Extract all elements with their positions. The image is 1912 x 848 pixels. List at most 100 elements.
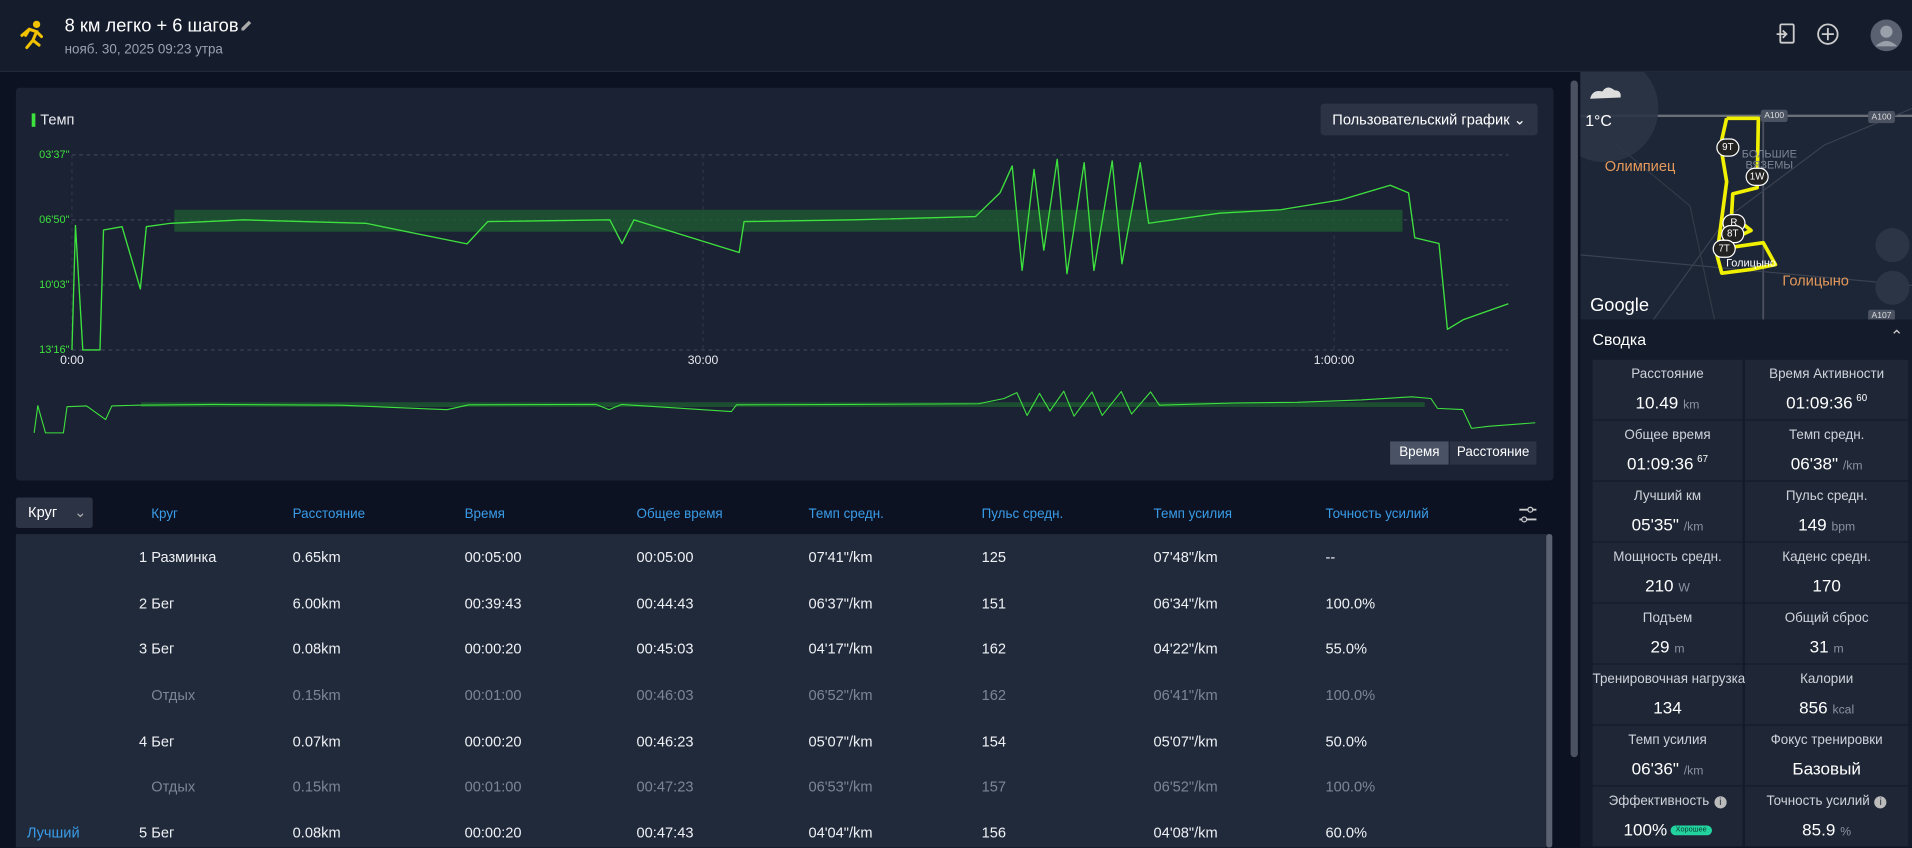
lap-cell: 0.08km: [292, 640, 341, 658]
export-icon[interactable]: [1775, 22, 1799, 46]
lap-cell: 1 Разминка: [139, 548, 217, 566]
map-label: Голицыно: [1726, 257, 1776, 269]
x-tick-label: 0:00: [60, 353, 84, 367]
summary-value: 01:09:36 60: [1745, 393, 1908, 413]
marker-label: 8T: [1727, 229, 1738, 240]
edit-icon[interactable]: [239, 18, 254, 33]
map[interactable]: 1°CОлимпиецБОЛЬШИЕВЯЗЕМЫГолицыноГолицыно…: [1580, 71, 1912, 320]
lap-cell: 07'41"/km: [808, 548, 873, 566]
lap-cell: 00:00:20: [464, 824, 522, 842]
share-icon[interactable]: [1816, 22, 1840, 46]
map-label: БОЛЬШИЕ: [1742, 149, 1797, 161]
value-text: 01:09:36: [1627, 453, 1694, 474]
collapse-icon[interactable]: ⌃: [1890, 326, 1904, 346]
summary-cell: Точность усилий i 85.9%: [1744, 786, 1909, 848]
label-text: Время Активности: [1769, 367, 1885, 382]
summary-label: Фокус тренировки: [1745, 733, 1908, 748]
summary-label: Общее время: [1593, 428, 1743, 443]
lap-cell: 06'53"/km: [808, 778, 873, 796]
road: [1616, 144, 1716, 320]
marker-label: 7T: [1719, 243, 1730, 254]
avatar[interactable]: [1869, 18, 1903, 52]
overview-line: [33, 390, 1536, 434]
lap-cell: 04'04"/km: [808, 824, 873, 842]
summary-label: Темп средн.: [1745, 428, 1908, 443]
filter-icon[interactable]: [1518, 506, 1538, 523]
road-badge: [1760, 109, 1788, 122]
summary-label: Темп усилия: [1593, 733, 1743, 748]
map-label: A100: [1764, 110, 1784, 120]
lap-cell: 06'41"/km: [1153, 686, 1218, 704]
value-text: 170: [1812, 575, 1841, 596]
lap-cell: 162: [981, 640, 1007, 658]
button-label: Пользовательский график: [1332, 110, 1510, 129]
label-text: Тренировочная нагрузка: [1592, 671, 1746, 687]
lap-cell: 0.65km: [292, 548, 341, 566]
label-text: Каденс средн.: [1782, 549, 1871, 565]
custom-chart-button[interactable]: Пользовательский график ⌄: [1320, 103, 1538, 136]
summary-label: Каденс средн.: [1745, 550, 1908, 565]
toggle-button[interactable]: Расстояние: [1449, 441, 1537, 465]
marker-label: 1W: [1750, 171, 1765, 182]
value-text: 85.9: [1802, 819, 1836, 839]
label-text: Подъем: [1642, 610, 1693, 626]
lap-cell: 00:45:03: [636, 640, 694, 658]
lap-cell: 4 Бег: [139, 732, 175, 750]
column-header: Пульс средн.: [981, 507, 1064, 522]
summary-value: 149 bpm: [1745, 515, 1908, 535]
run-icon: [20, 20, 43, 50]
value-text: 31: [1809, 636, 1829, 657]
summary-label: Калории: [1745, 672, 1908, 687]
label-text: Эффективность: [1608, 793, 1710, 809]
summary-value: Базовый: [1745, 758, 1908, 778]
lap-cell: 00:46:03: [636, 686, 694, 704]
lap-cell: 00:47:43: [636, 824, 694, 842]
lap-cell: 00:05:00: [464, 548, 522, 566]
label-text: Общий сброс: [1784, 610, 1869, 626]
pace-chart: 03'37" 06'50" 10'03" 13'16"0:00 30:00 1:00:00: [33, 149, 1536, 434]
summary-cell: Эффективность i 100% Хорошее: [1592, 786, 1743, 848]
lap-cell: 06'34"/km: [1153, 594, 1218, 612]
lap-cell: 00:47:23: [636, 778, 694, 796]
x-tick-label: 30:00: [688, 353, 719, 367]
summary-cell: Время Активности 01:09:36 60: [1744, 359, 1909, 421]
summary-title: Сводка: [1592, 330, 1647, 349]
toggle-button[interactable]: Время: [1390, 441, 1449, 465]
value-text: 100%: [1623, 819, 1668, 839]
label-text: Фокус тренировки: [1770, 732, 1883, 748]
lap-cell: 55.0%: [1325, 640, 1367, 658]
top-bar: [0, 0, 1912, 72]
knob: [1521, 516, 1528, 523]
lap-cell: 60.0%: [1325, 824, 1367, 842]
lap-cell: 04'08"/km: [1153, 824, 1218, 842]
value-unit: m: [1674, 642, 1685, 657]
value-unit: m: [1833, 642, 1844, 657]
summary-label: Общий сброс: [1745, 611, 1908, 626]
summary-cell: Общий сброс 31 m: [1744, 603, 1909, 665]
summary-value: 856 kcal: [1745, 697, 1908, 717]
summary-cell: Пульс средн. 149 bpm: [1744, 481, 1909, 543]
value-unit: bpm: [1831, 520, 1856, 535]
lap-dropdown[interactable]: Круг ⌄: [15, 497, 93, 528]
lap-cell: 05'07"/km: [1153, 732, 1218, 750]
summary-cell: Общее время 01:09:36 67: [1592, 420, 1743, 482]
column-header: Темп усилия: [1153, 507, 1233, 522]
lap-cell: 00:00:20: [464, 732, 522, 750]
label-text: Лучший км: [1633, 488, 1702, 504]
layers-button: [1875, 270, 1910, 305]
info-icon: i: [1714, 796, 1727, 809]
column-header: Общее время: [636, 507, 723, 522]
lap-cell: 00:46:23: [636, 732, 694, 750]
lap-cell: 07'48"/km: [1153, 548, 1218, 566]
lap-cell: 04'17"/km: [808, 640, 873, 658]
lap-cell: Отдых: [151, 686, 196, 704]
column-header: Время: [464, 507, 505, 522]
value-text: 856: [1799, 697, 1828, 718]
lap-cell: 154: [981, 732, 1007, 750]
summary-cell: Темп средн. 06'38"/km: [1744, 420, 1909, 482]
label-text: Калории: [1800, 671, 1854, 687]
lap-cell: 06'52"/km: [808, 686, 873, 704]
label-text: Пульс средн.: [1785, 488, 1868, 504]
marker-label: 9T: [1722, 142, 1733, 153]
